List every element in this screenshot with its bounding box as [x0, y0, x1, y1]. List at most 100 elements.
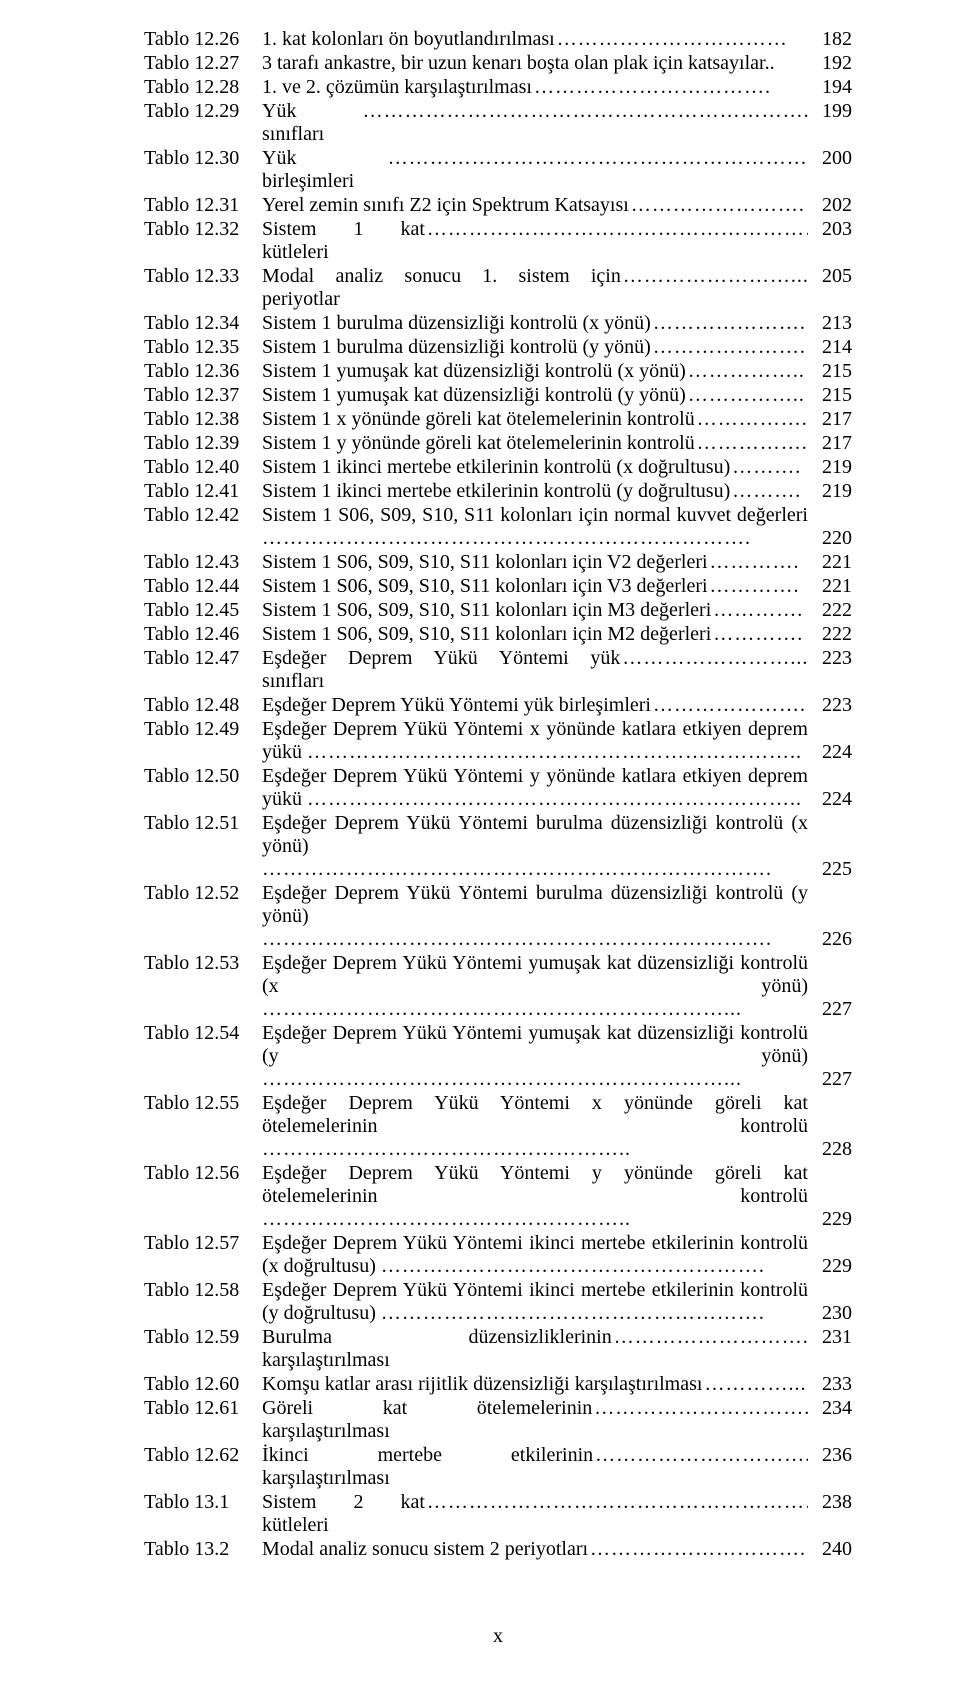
toc-entry-middle: Modal analiz sonucu sistem 2 periyotları…	[262, 1538, 808, 1561]
toc-entry-label: Tablo 12.60	[144, 1373, 262, 1396]
toc-entry-label: Tablo 12.44	[144, 575, 262, 598]
toc-entry-label: Tablo 12.51	[144, 812, 262, 835]
toc-entry-page: 221	[808, 575, 852, 598]
toc-entry-description: Burulma düzensizliklerinin karşılaştırıl…	[262, 1326, 612, 1372]
toc-entry-description: Eşdeğer Deprem Yükü Yöntemi yumuşak kat …	[262, 1022, 808, 1067]
toc-entry-label: Tablo 12.38	[144, 408, 262, 431]
toc-entry-description: Sistem 1 kat kütleleri	[262, 218, 425, 264]
toc-entry-label: Tablo 12.30	[144, 147, 262, 170]
toc-entry: Tablo 12.46Sistem 1 S06, S09, S10, S11 k…	[144, 623, 852, 646]
toc-entry-middle: Eşdeğer Deprem Yükü Yöntemi y yönünde ka…	[262, 765, 808, 811]
toc-leader: ……………………………………………….	[381, 1302, 765, 1324]
toc-entry-label: Tablo 12.28	[144, 76, 262, 99]
toc-entry-page: 217	[808, 432, 852, 455]
toc-entry: Tablo 12.30Yük birleşimleri……………………………………	[144, 147, 852, 193]
toc-entry-middle: Eşdeğer Deprem Yükü Yöntemi yumuşak kat …	[262, 952, 808, 1021]
toc-entry-page: 227	[808, 998, 852, 1021]
toc-entry-label: Tablo 12.33	[144, 265, 262, 288]
toc-entry: Tablo 12.38Sistem 1 x yönünde göreli kat…	[144, 408, 852, 431]
toc-entry-middle: Eşdeğer Deprem Yükü Yöntemi burulma düze…	[262, 812, 808, 881]
toc-entry-description: Sistem 1 yumuşak kat düzensizliği kontro…	[262, 384, 686, 407]
toc-leader: …………….	[695, 432, 808, 455]
toc-entry-label: Tablo 12.55	[144, 1092, 262, 1115]
toc-entry-label: Tablo 12.62	[144, 1444, 262, 1467]
toc-entry: Tablo 12.34Sistem 1 burulma düzensizliği…	[144, 312, 852, 335]
toc-entry-label: Tablo 12.50	[144, 765, 262, 788]
toc-entry-page: 205	[808, 265, 852, 288]
toc-entry-page: 215	[808, 384, 852, 407]
toc-leader: ……………..	[686, 384, 808, 407]
toc-entry-description: Sistem 1 y yönünde göreli kat ötelemeler…	[262, 432, 695, 455]
toc-entry-label: Tablo 12.46	[144, 623, 262, 646]
toc-entry-middle: Yerel zemin sınıfı Z2 için Spektrum Kats…	[262, 194, 808, 217]
table-of-contents-list: Tablo 12.261. kat kolonları ön boyutland…	[144, 28, 852, 1561]
toc-entry-page: 231	[808, 1326, 852, 1349]
toc-entry: Tablo 12.35Sistem 1 burulma düzensizliği…	[144, 336, 852, 359]
toc-leader: ………….	[708, 551, 808, 574]
toc-entry-middle: Sistem 1 x yönünde göreli kat ötelemeler…	[262, 408, 808, 431]
toc-leader: ………….	[711, 599, 808, 622]
toc-entry-description: Modal analiz sonucu sistem 2 periyotları	[262, 1538, 588, 1561]
toc-entry-page: 221	[808, 551, 852, 574]
toc-entry-middle: Yük sınıfları………………………………………………………...	[262, 100, 808, 146]
toc-entry-description: Eşdeğer Deprem Yükü Yöntemi y yönünde gö…	[262, 1162, 808, 1207]
toc-entry-middle: Eşdeğer Deprem Yükü Yöntemi x yönünde ka…	[262, 718, 808, 764]
toc-entry: Tablo 12.56Eşdeğer Deprem Yükü Yöntemi y…	[144, 1162, 852, 1231]
toc-entry-description: Sistem 1 burulma düzensizliği kontrolü (…	[262, 336, 651, 359]
toc-leader: ……………………………………………………………..	[307, 788, 802, 810]
toc-leader: …………….	[695, 408, 808, 431]
toc-entry-label: Tablo 12.43	[144, 551, 262, 574]
toc-entry-middle: Sistem 1 yumuşak kat düzensizliği kontro…	[262, 360, 808, 383]
toc-entry: Tablo 12.47Eşdeğer Deprem Yükü Yöntemi y…	[144, 647, 852, 693]
toc-entry-middle: Sistem 2 kat kütleleri…………………………………………………	[262, 1491, 808, 1537]
toc-entry-description: Modal analiz sonucu 1. sistem için periy…	[262, 265, 621, 311]
toc-entry-page: 226	[808, 928, 852, 951]
toc-entry: Tablo 12.281. ve 2. çözümün karşılaştırı…	[144, 76, 852, 99]
toc-entry-label: Tablo 12.47	[144, 647, 262, 670]
toc-entry: Tablo 12.31Yerel zemin sınıfı Z2 için Sp…	[144, 194, 852, 217]
toc-entry-label: Tablo 12.61	[144, 1397, 262, 1420]
toc-entry: Tablo 12.48Eşdeğer Deprem Yükü Yöntemi y…	[144, 694, 852, 717]
toc-entry: Tablo 12.42Sistem 1 S06, S09, S10, S11 k…	[144, 504, 852, 550]
toc-entry-middle: Sistem 1 y yönünde göreli kat ötelemeler…	[262, 432, 808, 455]
toc-leader: ……………………………………………………………….	[262, 928, 772, 950]
toc-entry-label: Tablo 12.48	[144, 694, 262, 717]
toc-entry: Tablo 12.49Eşdeğer Deprem Yükü Yöntemi x…	[144, 718, 852, 764]
toc-entry-label: Tablo 12.40	[144, 456, 262, 479]
toc-entry-description: 3 tarafı ankastre, bir uzun kenarı boşta…	[262, 52, 775, 75]
toc-entry-page: 213	[808, 312, 852, 335]
toc-entry-label: Tablo 12.36	[144, 360, 262, 383]
toc-entry-middle: Sistem 1 S06, S09, S10, S11 kolonları iç…	[262, 575, 808, 598]
toc-entry-description: Eşdeğer Deprem Yükü Yöntemi x yönünde gö…	[262, 1092, 808, 1137]
toc-entry-description: Eşdeğer Deprem Yükü Yöntemi yük birleşim…	[262, 694, 651, 717]
toc-entry-middle: Yük birleşimleri……………………………………………………….	[262, 147, 808, 193]
toc-leader: ………………………….	[592, 1397, 808, 1420]
toc-entry: Tablo 12.58Eşdeğer Deprem Yükü Yöntemi i…	[144, 1279, 852, 1325]
toc-entry-description: Komşu katlar arası rijitlik düzensizliği…	[262, 1373, 702, 1396]
toc-entry-middle: Sistem 1 burulma düzensizliği kontrolü (…	[262, 312, 808, 335]
toc-entry-page: 227	[808, 1068, 852, 1091]
toc-entry-page: 234	[808, 1397, 852, 1420]
toc-entry-page: 220	[808, 527, 852, 550]
toc-entry-description: Sistem 1 S06, S09, S10, S11 kolonları iç…	[262, 599, 711, 622]
toc-entry-page: 217	[808, 408, 852, 431]
toc-entry-description: Sistem 2 kat kütleleri	[262, 1491, 425, 1537]
toc-entry-middle: Sistem 1 ikinci mertebe etkilerinin kont…	[262, 456, 808, 479]
toc-entry-page: 229	[808, 1255, 852, 1278]
toc-leader: ……………………………………………………….	[386, 147, 808, 170]
toc-entry-label: Tablo 12.27	[144, 52, 262, 75]
toc-leader: …………………………………………………………...	[262, 1068, 742, 1090]
toc-entry-description: Sistem 1 burulma düzensizliği kontrolü (…	[262, 312, 651, 335]
toc-entry-description: Yerel zemin sınıfı Z2 için Spektrum Kats…	[262, 194, 629, 217]
toc-leader: ……………………………	[555, 28, 808, 51]
toc-entry-description: Sistem 1 x yönünde göreli kat ötelemeler…	[262, 408, 695, 431]
toc-entry-middle: Sistem 1 yumuşak kat düzensizliği kontro…	[262, 384, 808, 407]
toc-entry: Tablo 12.57Eşdeğer Deprem Yükü Yöntemi i…	[144, 1232, 852, 1278]
toc-entry-label: Tablo 12.34	[144, 312, 262, 335]
toc-leader: ……………………………………………………………..	[307, 741, 802, 763]
toc-leader: ………………….	[651, 312, 808, 335]
toc-entry: Tablo 12.50Eşdeğer Deprem Yükü Yöntemi y…	[144, 765, 852, 811]
toc-entry-page: 223	[808, 694, 852, 717]
toc-entry-page: 194	[808, 76, 852, 99]
toc-leader: ………………………………………………………...	[361, 100, 808, 123]
